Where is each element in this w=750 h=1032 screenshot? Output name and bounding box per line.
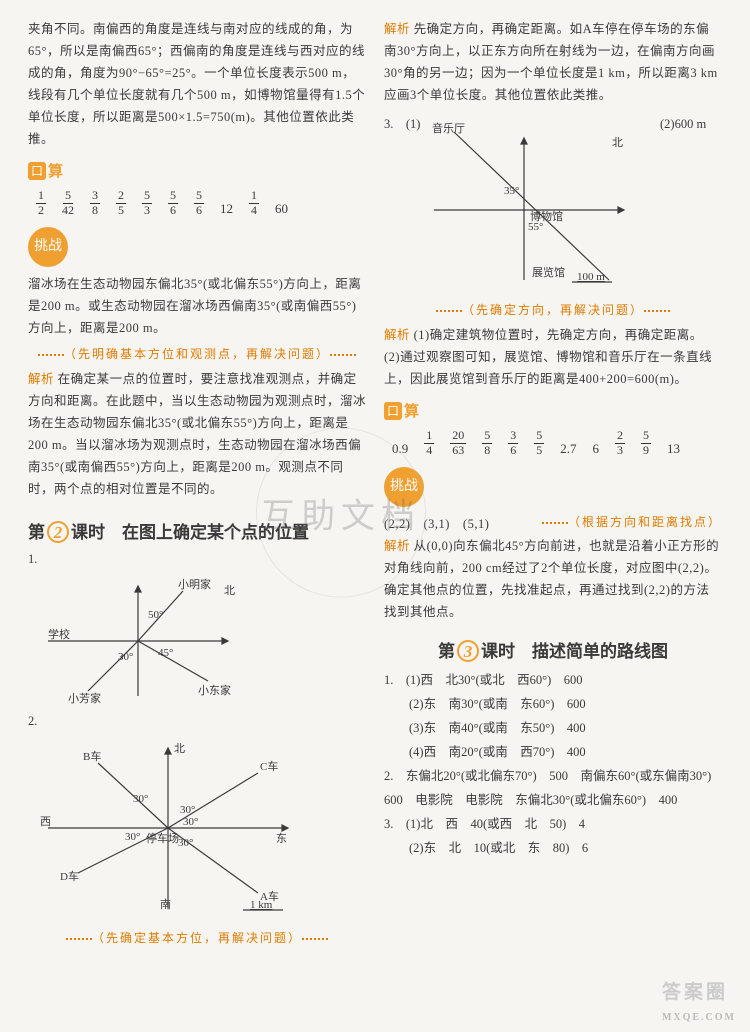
left-paragraph-2: 溜冰场在生态动物园东偏北35°(或北偏东55°)方向上，距离是200 m。或生态… [28, 273, 366, 339]
svg-text:35°: 35° [504, 185, 519, 197]
footer-stamp: 答案圈MXQE.COM [662, 977, 736, 1026]
svg-text:30°: 30° [183, 816, 198, 828]
badge-suan: 算 [48, 160, 63, 181]
sec3-line-3: (3)东 南40°(或南 东50°) 400 [384, 716, 722, 740]
item-2: 2. [28, 714, 37, 728]
note-2: （先确定基本方位，再解决问题） [28, 929, 366, 946]
svg-text:1 km: 1 km [250, 899, 273, 911]
kousuan-badge: 口算 [28, 160, 63, 181]
jiexi-label: 解析 [28, 372, 54, 386]
svg-text:30°: 30° [180, 804, 195, 816]
sec3-line-4: (4)西 南20°(或南 西70°) 400 [384, 740, 722, 764]
svg-text:50°: 50° [148, 609, 163, 621]
svg-text:西: 西 [40, 816, 51, 828]
sec3-line-7: (2)东 北 10(或北 东 80) 6 [384, 836, 722, 860]
svg-text:北: 北 [174, 742, 185, 755]
sec3-line-1: 1. (1)西 北30°(或北 西60°) 600 [384, 668, 722, 692]
svg-text:东: 东 [276, 832, 287, 845]
note-1: （先明确基本方位和观测点，再解决问题） [28, 345, 366, 362]
item-3: 3. (1) [384, 114, 424, 295]
svg-text:音乐厅: 音乐厅 [432, 121, 465, 135]
svg-text:停车场: 停车场 [146, 831, 179, 845]
svg-text:30°: 30° [118, 651, 133, 663]
jiexi-label-r1: 解析 [384, 22, 410, 36]
svg-text:北: 北 [612, 136, 623, 149]
right-paragraph-2: (1)确定建筑物位置时，先确定方向，再确定距离。 [410, 328, 703, 342]
note-3: （先确定方向，再解决问题） [384, 301, 722, 318]
svg-text:小东家: 小东家 [198, 683, 231, 697]
svg-text:学校: 学校 [48, 627, 70, 641]
left-paragraph-1: 夹角不同。南偏西的角度是连线与南对应的线成的角，为65°，所以是南偏西65°；西… [28, 18, 366, 150]
section-3-title: 第3课时 描述简单的路线图 [384, 637, 722, 662]
svg-text:展览馆: 展览馆 [532, 265, 565, 279]
svg-text:D车: D车 [60, 869, 79, 883]
svg-text:C车: C车 [260, 759, 278, 773]
svg-text:30°: 30° [133, 793, 148, 805]
kousuan-row-2: 0.9 14 2063 58 36 55 2.7 6 23 59 13 [384, 429, 722, 457]
svg-text:45°: 45° [158, 647, 173, 659]
sec3-line-6: 3. (1)北 西 40(或西 北 50) 4 [384, 812, 722, 836]
svg-text:小芳家: 小芳家 [68, 691, 101, 705]
jiexi-label-r2: 解析 [384, 328, 410, 342]
svg-text:小明家: 小明家 [178, 577, 211, 591]
answer-3-2: (2)600 m [660, 114, 722, 295]
chart-2: B车 北 C车 西 东 停车场 D车 南 A车 1 km 30° 30° 30°… [28, 738, 366, 923]
item-1: 1. [28, 552, 37, 566]
sec3-line-2: (2)东 南30°(或南 东60°) 600 [384, 692, 722, 716]
right-paragraph-1: 先确定方向，再确定距离。如A车停在停车场的东偏南30°方向上，以正东方向所在射线… [384, 22, 718, 102]
chart-3: 音乐厅 北 博物馆 展览馆 100 m 35° 55° [424, 120, 660, 295]
svg-text:30°: 30° [125, 831, 140, 843]
badge-ko: 口 [28, 162, 46, 180]
chart-1: 小明家 北 学校 小芳家 小东家 50° 30° 45° [28, 576, 366, 711]
kousuan-row-1: 12 542 38 25 53 56 56 12 14 60 [28, 189, 366, 217]
svg-text:55°: 55° [528, 221, 543, 233]
watermark: 互助文档 [256, 428, 426, 598]
svg-text:南: 南 [160, 898, 171, 911]
right-paragraph-3: (2)通过观察图可知，展览馆、博物馆和音乐厅在一条直线上，因此展览馆到音乐厅的距… [384, 346, 722, 390]
sec3-line-5: 2. 东偏北20°(或北偏东70°) 500 南偏东60°(或东偏南30°) 6… [384, 764, 722, 812]
svg-text:30°: 30° [178, 837, 193, 849]
svg-text:北: 北 [224, 584, 235, 597]
svg-text:100 m: 100 m [577, 271, 605, 283]
tiaozhan-badge: 挑战 [28, 227, 68, 267]
right-paragraph-5: 从(0,0)向东偏北45°方向前进，也就是沿着小正方形的对角线向前，200 cm… [384, 539, 719, 619]
note-4: （根据方向和距离找点） [542, 513, 722, 535]
kousuan-badge-r: 口算 [384, 400, 419, 421]
svg-text:B车: B车 [83, 749, 101, 763]
